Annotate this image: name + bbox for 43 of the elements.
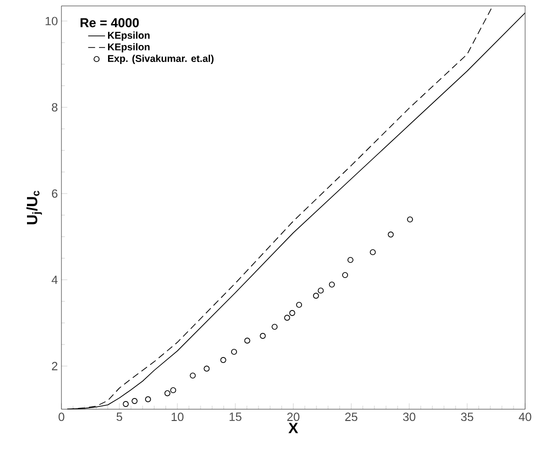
y-tick-label: 10 bbox=[46, 16, 58, 26]
point bbox=[342, 272, 348, 278]
point bbox=[407, 216, 413, 222]
x-tick-label: 35 bbox=[461, 412, 474, 422]
y-tick-label: 6 bbox=[52, 189, 58, 198]
x-tick-label: 5 bbox=[116, 412, 122, 422]
point bbox=[296, 302, 302, 308]
point bbox=[132, 398, 138, 404]
x-tick-label: 20 bbox=[287, 412, 300, 422]
point bbox=[284, 314, 290, 321]
point bbox=[260, 333, 266, 339]
x-tick-label: 10 bbox=[172, 412, 184, 422]
point bbox=[220, 357, 226, 364]
point bbox=[313, 292, 319, 299]
point bbox=[318, 288, 324, 294]
point bbox=[145, 396, 151, 402]
x-tick-label: 25 bbox=[345, 412, 358, 422]
x-tick-label: 15 bbox=[230, 412, 242, 422]
x-tick-label: 40 bbox=[518, 412, 532, 422]
legend-label: KEpsilon bbox=[108, 43, 150, 52]
point bbox=[122, 401, 129, 408]
text: U$_{j}$/U$_{c}$ bbox=[26, 190, 42, 224]
point bbox=[388, 232, 394, 238]
y-tick-label: 2 bbox=[52, 362, 58, 370]
point bbox=[244, 338, 250, 344]
point bbox=[204, 366, 210, 372]
y-tick-label: 4 bbox=[52, 276, 58, 284]
y-tick-label: 8 bbox=[52, 103, 58, 112]
x-axis-title: X bbox=[288, 422, 298, 434]
legend-label: Exp. (Sivakumar. et.al) bbox=[108, 54, 214, 64]
point bbox=[370, 249, 376, 256]
legend-title: Re = 4000 bbox=[80, 18, 139, 28]
point bbox=[190, 372, 196, 379]
point bbox=[347, 257, 354, 264]
point bbox=[328, 282, 335, 288]
point bbox=[231, 348, 238, 355]
point bbox=[164, 390, 170, 396]
point bbox=[289, 310, 296, 316]
legend-label: KEpsilon bbox=[108, 32, 150, 41]
x-tick-label: 30 bbox=[403, 412, 416, 422]
point bbox=[272, 324, 278, 330]
x-tick-label: 0 bbox=[58, 412, 64, 422]
point bbox=[170, 387, 176, 394]
